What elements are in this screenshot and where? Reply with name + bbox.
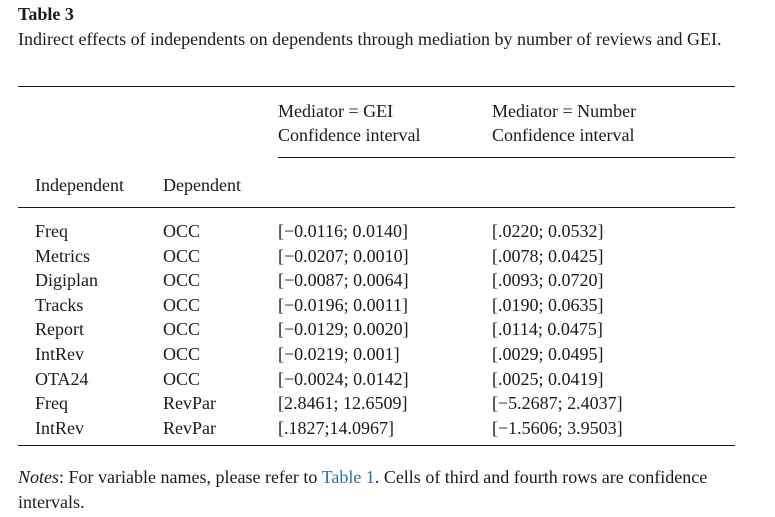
cell-dependent: RevPar [163, 417, 216, 438]
table-row: Freq OCC [−0.0116; 0.0140] [.0220; 0.053… [0, 219, 775, 244]
header-bottom-rule [18, 207, 735, 208]
cell-independent: Metrics [35, 245, 90, 266]
table-title: Table 3 [18, 4, 74, 24]
cell-gei-ci: [−0.0024; 0.0142] [278, 368, 409, 389]
cell-number-ci: [−5.2687; 2.4037] [492, 393, 623, 414]
cell-number-ci: [.0078; 0.0425] [492, 245, 604, 266]
notes-text-after: . Cells of third and fourth rows are con… [18, 467, 708, 512]
cell-gei-ci: [−0.0087; 0.0064] [278, 270, 409, 291]
cell-number-ci: [.0220; 0.0532] [492, 221, 604, 241]
header-mid-rule [278, 157, 735, 158]
notes-text-before: : For variable names, please refer to [59, 467, 322, 487]
cell-dependent: OCC [163, 221, 201, 241]
cell-number-ci: [.0093; 0.0720] [492, 270, 604, 291]
cell-independent: Freq [35, 221, 68, 241]
table-row: IntRev RevPar [.1827;14.0967] [−1.5606; … [0, 416, 775, 441]
table-row: OTA24 OCC [−0.0024; 0.0142] [.0025; 0.04… [0, 367, 775, 392]
cell-number-ci: [−1.5606; 3.9503] [492, 417, 623, 438]
table-notes: Notes: For variable names, please refer … [18, 465, 738, 515]
table-row: Report OCC [−0.0129; 0.0020] [.0114; 0.0… [0, 317, 775, 342]
header-number-ci: Confidence interval [492, 125, 635, 145]
header-gei-mediator: Mediator = GEI [278, 101, 394, 121]
cell-dependent: OCC [163, 245, 201, 266]
table-row: Digiplan OCC [−0.0087; 0.0064] [.0093; 0… [0, 268, 775, 293]
cell-independent: Report [35, 319, 84, 340]
table-row: IntRev OCC [−0.0219; 0.001] [.0029; 0.04… [0, 342, 775, 367]
cell-dependent: OCC [163, 343, 201, 364]
table-row: Freq RevPar [2.8461; 12.6509] [−5.2687; … [0, 391, 775, 416]
cell-dependent: OCC [163, 368, 201, 389]
cell-number-ci: [.0114; 0.0475] [492, 319, 603, 340]
cell-independent: IntRev [35, 343, 84, 364]
cell-independent: Digiplan [35, 270, 98, 291]
cell-dependent: OCC [163, 319, 201, 340]
cell-dependent: OCC [163, 270, 201, 291]
header-gei-ci: Confidence interval [278, 125, 421, 145]
cell-dependent: RevPar [163, 393, 216, 414]
table-row: Metrics OCC [−0.0207; 0.0010] [.0078; 0.… [0, 244, 775, 269]
bottom-rule [18, 445, 735, 446]
header-dependent: Dependent [163, 175, 241, 195]
cell-number-ci: [.0029; 0.0495] [492, 343, 604, 364]
header-number-mediator: Mediator = Number [492, 101, 637, 121]
table-row: Tracks OCC [−0.0196; 0.0011] [.0190; 0.0… [0, 293, 775, 318]
cell-independent: IntRev [35, 417, 84, 438]
cell-number-ci: [.0190; 0.0635] [492, 294, 604, 315]
header-independent: Independent [35, 175, 124, 195]
table-body: Freq OCC [−0.0116; 0.0140] [.0220; 0.053… [0, 219, 775, 440]
cell-independent: Tracks [35, 294, 84, 315]
cell-gei-ci: [−0.0207; 0.0010] [278, 245, 409, 266]
notes-label: Notes [18, 467, 60, 487]
cell-number-ci: [.0025; 0.0419] [492, 368, 604, 389]
cell-gei-ci: [.1827;14.0967] [278, 417, 394, 438]
cell-gei-ci: [−0.0219; 0.001] [278, 343, 400, 364]
cell-independent: Freq [35, 393, 68, 414]
cell-gei-ci: [−0.0129; 0.0020] [278, 319, 409, 340]
table-1-link[interactable]: Table 1 [321, 467, 375, 487]
cell-dependent: OCC [163, 294, 201, 315]
cell-gei-ci: [−0.0116; 0.0140] [278, 221, 408, 241]
cell-gei-ci: [−0.0196; 0.0011] [278, 294, 408, 315]
table-caption: Indirect effects of independents on depe… [18, 29, 722, 49]
cell-independent: OTA24 [35, 368, 89, 389]
cell-gei-ci: [2.8461; 12.6509] [278, 393, 408, 414]
top-rule [18, 86, 735, 87]
